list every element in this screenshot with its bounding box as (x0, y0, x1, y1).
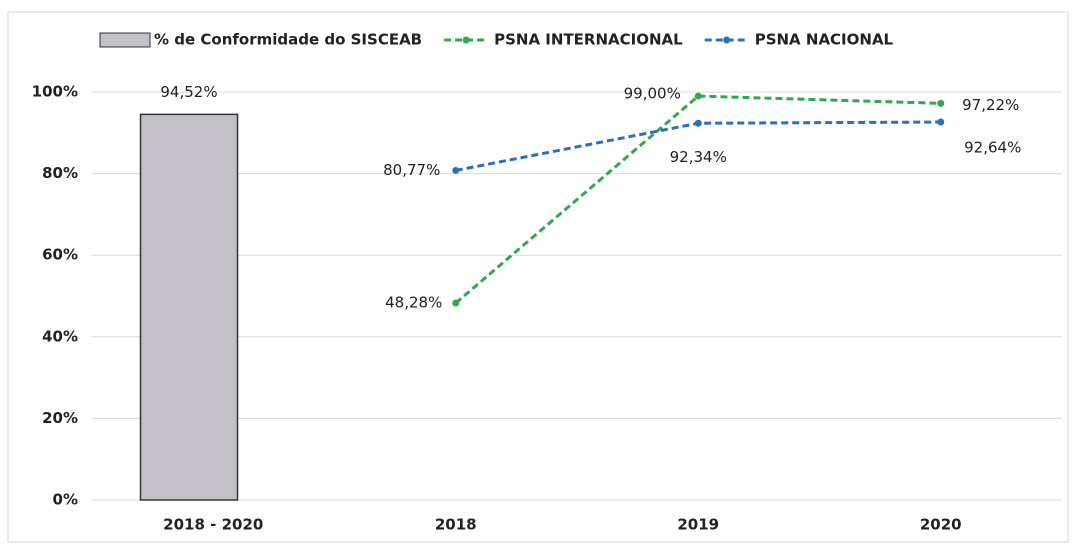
y-tick-label: 60% (42, 246, 78, 264)
x-tick-label: 2020 (920, 516, 962, 534)
legend-label: % de Conformidade do SISCEAB (154, 31, 422, 49)
data-label: 92,64% (964, 139, 1021, 157)
point (452, 166, 460, 174)
point (937, 99, 945, 107)
data-label: 97,22% (962, 96, 1019, 114)
data-label: 99,00% (624, 85, 681, 103)
legend-swatch (723, 36, 731, 44)
y-tick-label: 100% (32, 83, 78, 101)
x-tick-label: 2018 (435, 516, 477, 534)
y-tick-label: 80% (42, 164, 78, 182)
data-label: 80,77% (383, 161, 440, 179)
point (452, 299, 460, 307)
bar (139, 113, 239, 501)
x-tick-label: 2019 (677, 516, 719, 534)
y-tick-label: 0% (53, 491, 78, 509)
y-tick-label: 40% (42, 327, 78, 345)
point (937, 118, 945, 126)
legend-swatch (462, 36, 470, 44)
legend-swatch (99, 32, 151, 48)
point (694, 92, 702, 100)
data-label: 94,52% (160, 83, 217, 101)
legend-label: PSNA INTERNACIONAL (494, 31, 683, 49)
point (694, 119, 702, 127)
data-label: 92,34% (670, 148, 727, 166)
y-tick-label: 20% (42, 409, 78, 427)
x-tick-label: 2018 - 2020 (163, 516, 263, 534)
legend-label: PSNA NACIONAL (755, 31, 894, 49)
data-label: 48,28% (385, 294, 442, 312)
